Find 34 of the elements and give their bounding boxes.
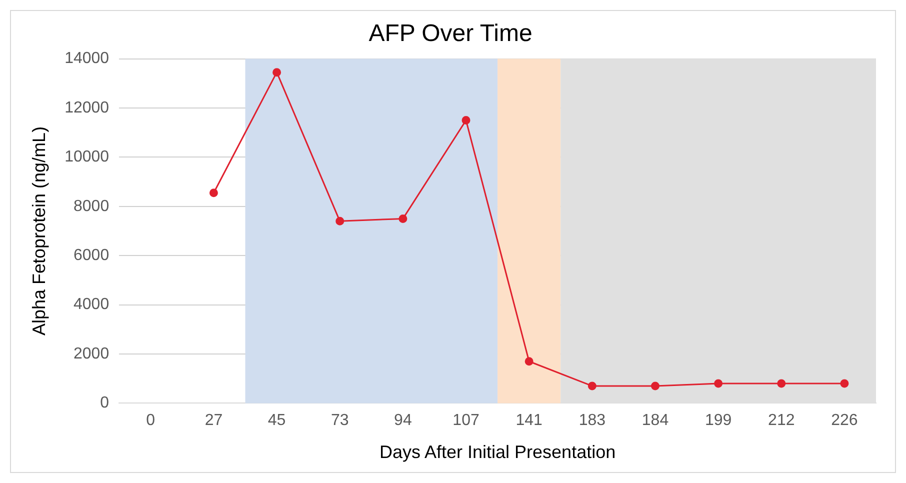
point (650, 382, 660, 390)
point (777, 379, 786, 388)
x-axis-title: Days After Initial Presentation (379, 442, 616, 462)
y-tick-label: 8000 (74, 198, 110, 215)
x-tick-label: 45 (268, 412, 286, 430)
point (840, 379, 849, 388)
x-tick-label: 94 (394, 412, 412, 430)
y-tick-label: 4000 (74, 296, 110, 314)
point (209, 188, 218, 198)
point (588, 382, 596, 390)
x-tick-label: 73 (330, 412, 349, 430)
x-tick-label: 226 (831, 412, 858, 430)
point (524, 357, 534, 366)
x-tick-label: 199 (704, 412, 732, 430)
x-tick-label: 27 (204, 412, 223, 430)
y-axis-title: Alpha Fetoprotein (ng/mL) (28, 126, 49, 336)
y-tick-label: 2000 (74, 345, 110, 362)
y-tick-label: 6000 (74, 247, 110, 264)
x-tick-label: 107 (452, 412, 480, 430)
y-tick-label: 14000 (64, 50, 110, 68)
x-tick-label: 141 (516, 412, 543, 430)
x-tick-label: 184 (642, 412, 669, 430)
x-tick-label: 212 (768, 412, 795, 430)
point (336, 216, 344, 226)
point (272, 68, 282, 77)
y-tick-label: 0 (100, 394, 110, 412)
y-tick-label: 10000 (64, 148, 110, 166)
chart-title: AFP Over Time (368, 20, 532, 48)
y-tick-label: 12000 (64, 99, 110, 116)
x-tick-label: 183 (578, 412, 606, 430)
point (462, 116, 470, 125)
point (398, 214, 408, 223)
x-tick-label: 0 (146, 412, 156, 430)
point (714, 379, 723, 388)
